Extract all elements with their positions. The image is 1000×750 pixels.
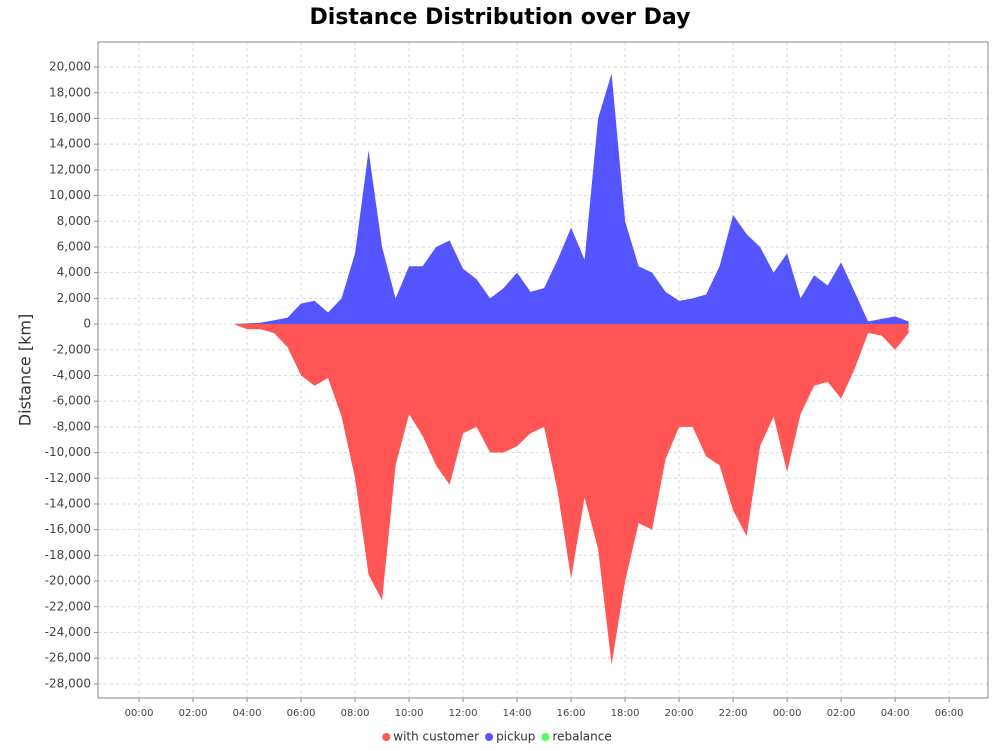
y-tick-label: -18,000 [45, 548, 91, 562]
y-tick-label: -8,000 [52, 419, 91, 433]
y-tick-label: -10,000 [45, 445, 91, 459]
y-tick-label: 18,000 [49, 85, 91, 99]
y-tick-label: -26,000 [45, 651, 91, 665]
x-tick-label: 02:00 [827, 708, 856, 719]
x-tick-label: 00:00 [125, 708, 154, 719]
legend-label: with customer [393, 730, 479, 744]
x-tick-label: 14:00 [503, 708, 532, 719]
x-tick-label: 00:00 [773, 708, 802, 719]
y-axis-label: Distance [km] [16, 314, 35, 426]
y-tick-label: -28,000 [45, 676, 91, 690]
x-tick-label: 16:00 [557, 708, 586, 719]
y-tick-label: -4,000 [52, 368, 91, 382]
y-tick-label: 20,000 [49, 60, 91, 74]
areas [233, 73, 909, 665]
y-tick-label: 8,000 [57, 214, 91, 228]
y-tick-label: -6,000 [52, 394, 91, 408]
y-tick-label: 10,000 [49, 188, 91, 202]
area [233, 324, 909, 665]
y-tick-label: 4,000 [57, 265, 91, 279]
plot-frame [97, 41, 989, 699]
x-tick-label: 22:00 [719, 708, 748, 719]
x-tick-label: 18:00 [611, 708, 640, 719]
x-tick-label: 04:00 [233, 708, 262, 719]
legend-swatch [382, 733, 391, 741]
legend-item: pickup [485, 730, 535, 744]
area [233, 73, 909, 325]
y-tick-label: 6,000 [57, 239, 91, 253]
y-tick-label: 16,000 [49, 111, 91, 125]
y-tick-label: 0 [83, 317, 91, 331]
y-tick-label: -24,000 [45, 625, 91, 639]
y-tick-label: 14,000 [49, 137, 91, 151]
y-tick-label: -14,000 [45, 496, 91, 510]
x-tick-label: 02:00 [179, 708, 208, 719]
legend: with customer pickup rebalance [382, 730, 612, 744]
chart-title: Distance Distribution over Day [310, 5, 691, 30]
x-tick-label: 06:00 [935, 708, 964, 719]
legend-swatch [541, 733, 550, 741]
y-tick-label: -12,000 [45, 471, 91, 485]
x-tick-label: 12:00 [449, 708, 478, 719]
axes: 20,000 18,000 16,000 14,000 12,000 10,000 8,00… [45, 60, 964, 719]
x-tick-label: 06:00 [287, 708, 316, 719]
legend-label: pickup [496, 730, 535, 744]
legend-swatch [485, 733, 494, 741]
y-tick-label: -22,000 [45, 599, 91, 613]
x-tick-label: 04:00 [881, 708, 910, 719]
legend-label: rebalance [552, 730, 611, 744]
y-tick-label: -2,000 [52, 342, 91, 356]
y-tick-label: 12,000 [49, 162, 91, 176]
y-tick-label: -20,000 [45, 574, 91, 588]
y-tick-label: 2,000 [57, 291, 91, 305]
x-tick-label: 20:00 [665, 708, 694, 719]
x-tick-label: 08:00 [341, 708, 370, 719]
y-tick-label: -16,000 [45, 522, 91, 536]
legend-item: with customer [382, 730, 479, 744]
x-tick-label: 10:00 [395, 708, 424, 719]
legend-item: rebalance [541, 730, 612, 744]
